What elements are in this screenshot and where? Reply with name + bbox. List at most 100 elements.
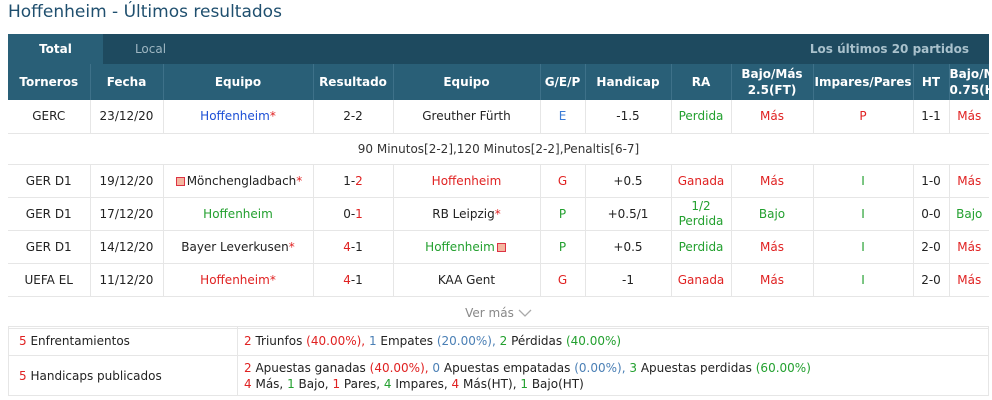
home-team-name[interactable]: Hoffenheim <box>200 109 270 124</box>
ou-ft-cell: Más <box>731 164 814 198</box>
bets-summary-line: 2 Apuestas ganadas (40.00%), 0 Apuestas … <box>244 360 811 376</box>
tournament-cell[interactable]: GERC <box>8 100 91 134</box>
home-team-name[interactable]: Mönchengladbach <box>186 173 297 188</box>
ou-ht-cell: Más <box>949 164 989 198</box>
away-team-name[interactable]: KAA Gent <box>437 272 496 287</box>
odd-even-cell: I <box>813 230 914 264</box>
home-team-cell[interactable]: Bayer Leverkusen* <box>163 230 314 264</box>
red-card-icon <box>175 176 185 186</box>
summary-panel: 5 Enfrentamientos 2 Triunfos (40.00%), 1… <box>8 326 989 396</box>
table-row: GER D1 17/12/20 Hoffenheim 0-1 RB Leipzi… <box>8 197 989 231</box>
wins-count: 2 <box>244 334 252 348</box>
score-home: 2 <box>343 109 351 124</box>
bets-won-label: Apuestas ganadas <box>255 360 366 375</box>
score-cell[interactable]: 0-1 <box>313 197 394 231</box>
ra-cell: Perdida <box>671 230 732 264</box>
score-cell[interactable]: 2-2 <box>313 100 394 134</box>
col-equipo-home: Equipo <box>163 64 314 100</box>
col-handicap: Handicap <box>585 64 672 100</box>
ou-ft-cell: Más <box>731 230 814 264</box>
draws-count: 1 <box>368 334 377 348</box>
away-team-name[interactable]: Hoffenheim <box>425 239 495 254</box>
home-team-cell[interactable]: Mönchengladbach* <box>163 164 314 198</box>
over-count: 4 <box>244 376 252 391</box>
summary-title: Enfrentamientos <box>30 334 130 348</box>
handicap-cell: -1 <box>585 263 672 297</box>
score-cell[interactable]: 1-2 <box>313 164 394 198</box>
results-panel: Total Local Los últimos 20 partidos Torn… <box>8 34 992 329</box>
col-resultado: Resultado <box>313 64 394 100</box>
handicap-cell: +0.5 <box>585 164 672 198</box>
under-ht-count: 1 <box>520 376 528 391</box>
home-team-cell[interactable]: Hoffenheim* <box>163 263 314 297</box>
away-team-name[interactable]: RB Leipzig <box>432 206 495 221</box>
col-ra: RA <box>671 64 732 100</box>
score-cell[interactable]: 4-1 <box>313 230 394 264</box>
tab-total[interactable]: Total <box>8 34 103 64</box>
summary-label: 5 Handicaps publicados <box>9 356 238 395</box>
home-team-cell[interactable]: Hoffenheim <box>163 197 314 231</box>
away-team-name[interactable]: Greuther Fürth <box>422 109 511 124</box>
tournament-cell[interactable]: GER D1 <box>8 164 91 198</box>
summary-row-enfrentamientos: 5 Enfrentamientos 2 Triunfos (40.00%), 1… <box>8 326 989 356</box>
col-torneros: Torneros <box>8 64 91 100</box>
away-team-cell[interactable]: Hoffenheim <box>393 164 541 198</box>
ou-ht-cell: Más <box>949 100 989 134</box>
home-team-name[interactable]: Hoffenheim <box>203 206 273 221</box>
away-team-cell[interactable]: KAA Gent <box>393 263 541 297</box>
tab-local[interactable]: Local <box>134 42 167 56</box>
ht-cell: 2-0 <box>913 263 950 297</box>
score-home: 0 <box>343 206 351 221</box>
odd-label: Impares, <box>395 376 448 391</box>
summary-values: 2 Triunfos (40.00%), 1 Empates (20.00%),… <box>238 327 621 355</box>
score-away: 2 <box>355 109 363 124</box>
col-bajo-mas-ft: Bajo/Más 2.5(FT) <box>731 64 814 100</box>
under-count: 1 <box>287 376 295 391</box>
tournament-cell[interactable]: UEFA EL <box>8 263 91 297</box>
away-team-cell[interactable]: RB Leipzig* <box>393 197 541 231</box>
results-summary-line: 2 Triunfos (40.00%), 1 Empates (20.00%),… <box>244 333 621 349</box>
summary-title: Handicaps publicados <box>30 368 162 383</box>
home-team-name[interactable]: Hoffenheim <box>200 272 270 287</box>
gep-cell: P <box>540 197 586 231</box>
chevron-down-icon <box>518 309 532 317</box>
col-impares-pares: Impares/Pares <box>813 64 914 100</box>
odd-count: 4 <box>383 376 392 391</box>
bets-lost-pct: (60.00%) <box>755 360 811 375</box>
score-away: 1 <box>355 206 363 221</box>
home-team-name[interactable]: Bayer Leverkusen <box>181 239 289 254</box>
draws-label: Empates <box>380 334 433 348</box>
table-row: UEFA EL 11/12/20 Hoffenheim* 4-1 KAA Gen… <box>8 263 989 297</box>
bets-lost-label: Apuestas perdidas <box>640 360 752 375</box>
away-team-cell[interactable]: Greuther Fürth <box>393 100 541 134</box>
ou-ft-cell: Bajo <box>731 197 814 231</box>
summary-count: 5 <box>19 334 27 348</box>
over-ht-label: Más(HT), <box>463 376 517 391</box>
ra-label: Perdida <box>678 213 724 228</box>
bets-won-count: 2 <box>244 360 252 375</box>
table-row: GER D1 19/12/20 Mönchengladbach* 1-2 Hof… <box>8 164 989 198</box>
last-matches-label: Los últimos 20 partidos <box>809 42 969 56</box>
over-label: Más, <box>255 376 284 391</box>
odd-even-cell: I <box>813 164 914 198</box>
summary-label: 5 Enfrentamientos <box>9 327 238 355</box>
ver-mas-button[interactable]: Ver más <box>8 297 989 329</box>
neutral-star: * <box>296 173 303 188</box>
away-team-name[interactable]: Hoffenheim <box>431 173 502 188</box>
neutral-star: * <box>269 109 276 124</box>
score-home: 4 <box>343 239 351 254</box>
page-title: Hoffenheim - Últimos resultados <box>8 2 282 22</box>
tournament-cell[interactable]: GER D1 <box>8 197 91 231</box>
ra-cell: Perdida <box>671 100 732 134</box>
losses-label: Pérdidas <box>511 334 563 348</box>
date-cell: 19/12/20 <box>90 164 164 198</box>
score-away: 1 <box>355 239 363 254</box>
score-home: 1 <box>343 173 351 188</box>
home-team-cell[interactable]: Hoffenheim* <box>163 100 314 134</box>
score-cell[interactable]: 4-1 <box>313 263 394 297</box>
bets-draw-pct: (0.00%), <box>574 360 626 375</box>
tournament-cell[interactable]: GER D1 <box>8 230 91 264</box>
red-card-icon <box>496 242 506 252</box>
even-label: Pares, <box>343 376 381 391</box>
away-team-cell[interactable]: Hoffenheim <box>393 230 541 264</box>
